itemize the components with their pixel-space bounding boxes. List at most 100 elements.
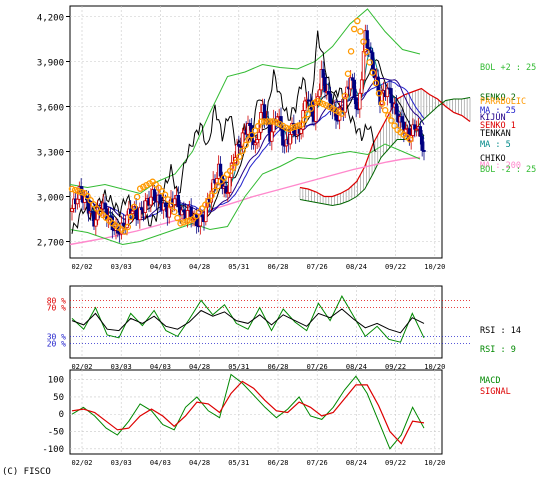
rsi-panel: 02/02 03/03 04/03 04/28 05/31 06/28 07/26 08/24… <box>47 285 521 371</box>
parabolic-sar-dot <box>161 191 169 198</box>
parabolic-sar-dot <box>307 105 315 112</box>
parabolic-sar-dot <box>236 153 243 160</box>
parabolic-sar-dot <box>121 228 128 235</box>
parabolic-sar-dot <box>354 17 361 25</box>
parabolic-sar-dot <box>174 214 181 222</box>
parabolic-sar-dot <box>375 90 383 97</box>
macd-x-tick-label: 06/28 <box>267 459 288 467</box>
macd-x-tick-label: 10/20 <box>424 459 445 467</box>
candle-body <box>70 208 74 212</box>
parabolic-sar-dot <box>288 124 296 131</box>
candle-body <box>323 76 327 93</box>
parabolic-sar-dot <box>341 92 349 100</box>
parabolic-sar-dot <box>124 223 132 231</box>
parabolic-sar-dot <box>338 110 346 117</box>
candle-body <box>354 97 358 110</box>
legend-macd: MACD <box>480 376 500 386</box>
candle-body <box>275 116 280 122</box>
candle-body <box>255 139 259 144</box>
candle-body <box>103 202 107 210</box>
macd-panel: 02/02 03/03 04/03 04/28 05/31 06/28 07/26 08/24… <box>42 369 511 467</box>
legend-ma5: MA : 5 <box>480 140 511 150</box>
rsi-14-line <box>71 308 425 334</box>
parabolic-sar-dot <box>180 219 187 226</box>
parabolic-sar-dot <box>87 197 94 204</box>
macd-x-tick-label: 09/22 <box>385 459 406 467</box>
price-x-tick-label: 06/28 <box>267 263 288 271</box>
price-x-tick-label: 07/26 <box>307 263 328 271</box>
parabolic-sar-dot <box>295 122 302 129</box>
candle-body <box>75 198 80 205</box>
candle-body <box>143 200 148 213</box>
price-y-tick-label: 3,900 <box>37 59 64 69</box>
macd-y-tick-label: 100 <box>48 376 64 386</box>
candle-body <box>237 144 241 147</box>
bollinger-upper-line <box>69 8 421 195</box>
parabolic-sar-dot <box>270 118 277 125</box>
price-panel: 02/02 03/03 04/03 04/28 05/31 06/28 07/26 08/24… <box>37 5 536 271</box>
candle-body <box>317 89 322 98</box>
parabolic-sar-dot <box>242 141 249 149</box>
parabolic-sar-dot <box>360 38 367 45</box>
rsi-x-tick-label: 03/03 <box>111 363 132 371</box>
parabolic-sar-dot <box>372 79 380 87</box>
candle-body <box>176 194 181 208</box>
parabolic-sar-dot <box>239 147 246 155</box>
macd-x-tick-label: 08/24 <box>346 459 367 467</box>
macd-x-tick-label: 07/26 <box>307 459 328 467</box>
rsi-level-label: 80 % <box>47 296 66 305</box>
rsi-x-tick-label: 07/26 <box>307 363 328 371</box>
parabolic-sar-dot <box>167 202 175 209</box>
parabolic-sar-dot <box>385 112 392 119</box>
price-x-tick-label: 05/31 <box>228 263 249 271</box>
parabolic-sar-dot <box>171 208 178 216</box>
legend-bol-up: BOL +2 : 25 <box>480 63 536 73</box>
parabolic-sar-dot <box>195 209 203 216</box>
candle-body <box>238 145 243 148</box>
parabolic-sar-dot <box>391 122 398 129</box>
parabolic-sar-dot <box>388 117 395 124</box>
candle-body <box>343 96 347 113</box>
legend-chiko: CHIKO <box>480 154 506 164</box>
copyright-label: (C) FISCO <box>2 467 51 477</box>
candle-body <box>224 186 228 194</box>
parabolic-sar-dot <box>74 187 82 195</box>
candle-body <box>218 163 223 177</box>
candle-body <box>211 179 215 192</box>
price-x-tick-label: 08/24 <box>346 263 367 271</box>
parabolic-sar-dot <box>357 28 364 35</box>
parabolic-sar-dot <box>301 116 308 123</box>
candle-body <box>200 214 204 218</box>
parabolic-sar-dot <box>127 213 135 221</box>
candle-body <box>257 131 261 140</box>
parabolic-sar-dot <box>267 118 274 125</box>
macd-y-tick-label: -50 <box>48 428 64 438</box>
candle-body <box>227 177 232 193</box>
senko-1-line <box>299 87 471 198</box>
candle-body <box>172 198 177 205</box>
parabolic-sar-dot <box>298 121 305 128</box>
parabolic-sar-dot <box>183 218 190 225</box>
parabolic-sar-dot <box>406 136 414 143</box>
parabolic-sar-dot <box>133 193 141 201</box>
price-y-tick-label: 3,600 <box>37 104 64 114</box>
legend-senko1: SENKO 1 <box>480 121 516 131</box>
rsi-level-label: 20 % <box>47 340 66 349</box>
macd-frame <box>69 369 443 455</box>
candle-body <box>422 150 426 152</box>
candle-body <box>158 194 162 204</box>
parabolic-sar-dot <box>84 192 91 200</box>
candle-body <box>163 202 168 207</box>
parabolic-sar-dot <box>319 100 327 108</box>
price-x-tick-label: 04/28 <box>189 263 210 271</box>
parabolic-sar-dot <box>304 110 311 118</box>
parabolic-sar-dot <box>254 122 262 130</box>
macd-x-tick-label: 04/03 <box>150 459 171 467</box>
candle-body <box>326 91 331 95</box>
parabolic-sar-dot <box>282 124 290 131</box>
parabolic-sar-dot <box>366 59 373 66</box>
macd-x-tick-label: 05/31 <box>228 459 249 467</box>
rsi-x-tick-label: 04/03 <box>150 363 171 371</box>
parabolic-sar-dot <box>164 196 172 203</box>
rsi-x-tick-label: 08/24 <box>346 363 367 371</box>
